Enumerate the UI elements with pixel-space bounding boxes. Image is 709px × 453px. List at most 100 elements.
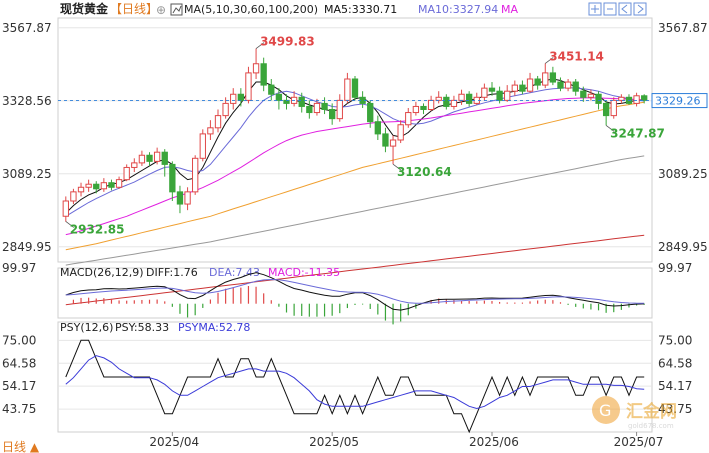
candle	[245, 66, 252, 104]
candle-body	[192, 157, 199, 193]
candle-body	[329, 109, 336, 120]
watermark-logo-glyph: G	[599, 401, 611, 420]
candle	[587, 89, 595, 101]
toolbar	[588, 2, 647, 16]
candle-body	[131, 162, 138, 168]
psy-lines	[65, 339, 645, 434]
psy-tick-label: 75.00	[2, 333, 36, 347]
macd-value: MACD:-11.35	[268, 266, 340, 279]
price-tick-label: 3089.25	[2, 167, 52, 181]
macd-tick-label: 99.97	[2, 261, 36, 275]
scroll-left-icon[interactable]	[618, 2, 632, 16]
candle-body	[435, 96, 442, 101]
price-panel-border	[57, 17, 653, 263]
candle	[641, 94, 648, 104]
candle-body	[389, 139, 397, 147]
candle	[374, 115, 381, 140]
candle	[85, 179, 92, 192]
candle-body	[260, 63, 267, 86]
candle	[389, 135, 397, 165]
candle	[412, 101, 420, 116]
psy-tick-label: 43.75	[2, 402, 36, 416]
candle-body	[511, 84, 518, 92]
candle-body	[534, 78, 541, 86]
watermark-url: gold678.com	[628, 422, 674, 430]
watermark: G 汇金网 gold678.com	[592, 396, 677, 430]
candle-body	[405, 112, 412, 126]
candle-body	[222, 102, 229, 117]
settings-icon[interactable]: ⊕	[156, 3, 166, 17]
zoom-out-icon[interactable]	[603, 2, 617, 16]
candle	[237, 88, 245, 107]
candle-body	[382, 133, 389, 147]
candle-body	[374, 121, 381, 135]
price-annotations: 3499.83 3451.14 2932.85 3120.64 3247.87	[65, 35, 665, 236]
watermark-logo-icon	[592, 396, 620, 424]
psy-tick-label: 64.58	[2, 356, 36, 370]
ma-line-ma30	[65, 97, 645, 236]
candle	[488, 82, 496, 96]
candle-body	[153, 151, 161, 162]
crosshair-icon[interactable]	[588, 2, 602, 16]
macd-tick-label-right: 99.97	[658, 261, 692, 275]
candle-body	[344, 78, 351, 101]
psy-tick-label: 54.17	[2, 379, 36, 393]
period-label[interactable]: 【日线】	[110, 2, 158, 16]
psy-tick-label-right: 54.17	[658, 379, 692, 393]
candle	[93, 181, 100, 194]
current-price-tag	[651, 93, 708, 109]
price-tick-label-right: 3089.25	[658, 167, 708, 181]
candle-body	[351, 78, 359, 98]
candle-body	[465, 93, 473, 104]
period-button[interactable]: 日线 ▲	[2, 440, 40, 453]
candle	[176, 185, 184, 214]
ma-line-ma60	[65, 101, 645, 251]
candle	[192, 155, 199, 195]
candle	[367, 100, 374, 128]
candle-body	[93, 183, 100, 190]
candle-body	[100, 182, 108, 190]
candle-body	[321, 102, 328, 111]
candle	[602, 100, 610, 126]
ma-params: MA(5,10,30,60,100,200)	[184, 3, 318, 16]
candle	[252, 48, 260, 79]
candle-body	[184, 191, 191, 205]
candle-body	[214, 115, 222, 129]
current-price-value: 3329.26	[655, 95, 701, 108]
psy-value: PSY:58.33	[115, 321, 169, 334]
candle-body	[641, 95, 648, 101]
psy-axis: 75.00 75.00 64.58 64.58 54.17 54.17 43.75 43.75	[2, 333, 692, 416]
candle	[557, 77, 564, 92]
psy-tick-label-right: 75.00	[658, 333, 692, 347]
ma-more: MA	[501, 3, 518, 16]
price-tick-label-right: 2849.95	[658, 240, 708, 254]
candle	[450, 95, 458, 110]
candle	[435, 91, 442, 104]
annotation-pointer	[605, 125, 615, 132]
candle-body	[207, 127, 214, 135]
ma-settings-icon[interactable]	[170, 3, 183, 16]
candle	[549, 66, 557, 86]
annotation-pointer	[392, 163, 402, 171]
scroll-right-icon[interactable]	[633, 2, 647, 16]
candle	[618, 94, 625, 104]
date-tick-label: 2025/04	[149, 435, 199, 449]
ma-line-ma10	[65, 86, 645, 217]
psy-tick-label-right: 43.75	[658, 402, 692, 416]
candle	[519, 80, 526, 95]
candle-body	[169, 163, 176, 193]
candle-body	[275, 93, 283, 101]
psy-panel-border	[57, 321, 653, 433]
candle	[153, 147, 161, 165]
candle-body	[519, 84, 526, 92]
candle	[298, 92, 305, 113]
candle-body	[115, 179, 123, 188]
candle	[382, 127, 389, 153]
candle	[496, 86, 503, 104]
date-tick-label: 2025/06	[469, 435, 519, 449]
candle-body	[230, 93, 237, 104]
candle	[77, 182, 85, 197]
candle-body	[237, 93, 245, 101]
macd-axis: 99.97 99.97	[2, 261, 692, 275]
